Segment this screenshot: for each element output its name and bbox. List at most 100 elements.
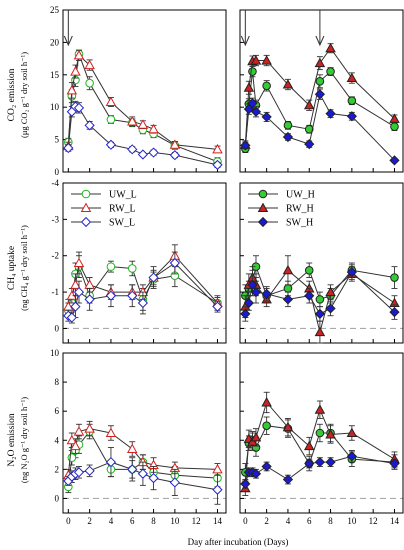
x-tick-label: 0	[66, 516, 71, 526]
data-point	[126, 443, 138, 454]
data-point	[126, 116, 138, 126]
data-point	[282, 474, 294, 485]
data-point	[250, 286, 262, 298]
data-point	[73, 49, 85, 60]
data-point	[325, 303, 336, 314]
data-point	[304, 124, 314, 134]
data-point	[325, 108, 336, 119]
data-point	[250, 431, 262, 442]
panel-n2o-high-water: 0 2 4 6 8 10 12 14	[239, 352, 404, 526]
data-point	[389, 458, 400, 469]
legend-low-water: UW_L RW_L SW_L	[71, 190, 137, 229]
data-point	[315, 76, 325, 86]
data-point	[84, 294, 95, 305]
series-sw_l	[63, 100, 223, 170]
y-tick-label: 2	[55, 464, 60, 474]
ylabel-ch4-line2: (ng CH₄ g⁻¹ dry soil h⁻¹)	[19, 225, 29, 311]
data-point	[127, 144, 138, 155]
y-tick-label: -1	[52, 287, 60, 297]
panel-ch4-high-water	[239, 182, 404, 344]
legend-marker-uw_l	[81, 189, 91, 199]
series-uw_h	[241, 416, 399, 482]
data-point	[212, 463, 223, 474]
data-point	[127, 290, 138, 301]
data-point	[283, 284, 293, 293]
data-point	[250, 106, 262, 117]
legend-label-rw_l: RW_L	[109, 204, 136, 215]
x-tick-label: 4	[109, 516, 114, 526]
data-point	[346, 72, 358, 83]
series-rw_h	[240, 391, 400, 496]
panel-frame	[62, 352, 227, 514]
data-point	[315, 295, 325, 304]
data-point	[169, 257, 180, 269]
data-point	[148, 472, 159, 484]
data-point	[261, 397, 272, 407]
data-point	[85, 78, 94, 88]
data-point	[346, 266, 357, 278]
x-tick-label: 4	[286, 516, 291, 526]
x-tick-label: 8	[151, 516, 156, 526]
y-tick-label: 6	[55, 406, 60, 416]
y-tick-label: 0	[55, 493, 60, 503]
ylabel-co2-line2: (μg CO₂ g⁻¹ dry soil h⁻¹)	[19, 52, 29, 138]
data-point	[137, 149, 149, 160]
data-point	[84, 120, 95, 131]
legend-label-sw_l: SW_L	[109, 218, 135, 229]
data-point	[347, 96, 357, 106]
data-point	[127, 464, 138, 475]
data-point	[304, 265, 314, 275]
data-point	[137, 468, 149, 479]
ylabel-n2o-line2: (ng N₂O g⁻¹ dry soil h⁻¹)	[19, 397, 29, 483]
series-sw_h	[240, 264, 400, 322]
series-sw_h	[240, 88, 400, 166]
y-tick-label: -3	[52, 214, 60, 224]
data-point	[261, 55, 272, 65]
ylabel-ch4-line1: CH₄ uptake	[7, 246, 17, 290]
data-point	[314, 57, 326, 68]
data-point	[304, 139, 315, 150]
data-point	[148, 272, 159, 283]
data-point	[106, 262, 116, 271]
data-point	[105, 139, 117, 150]
data-point	[262, 421, 271, 431]
data-point	[247, 98, 258, 109]
data-point	[282, 421, 294, 432]
x-tick-label: 10	[170, 516, 180, 526]
data-point	[314, 326, 326, 337]
panel-frame	[62, 182, 227, 344]
y-tick-label: -4	[52, 178, 60, 188]
data-point	[325, 42, 336, 53]
series-line	[244, 92, 395, 161]
data-point	[262, 81, 271, 91]
data-point	[250, 55, 262, 65]
legend-marker-sw_h	[257, 216, 269, 228]
y-tick-label: 25	[50, 5, 60, 15]
legend-marker-sw_l	[80, 216, 92, 228]
data-point	[148, 123, 159, 134]
data-point	[66, 312, 77, 323]
panel-co2-low-water: 0 5 10 15 20 25	[50, 5, 227, 177]
watering-arrow-head	[240, 35, 250, 47]
series-rw_h	[240, 42, 400, 150]
ylabel-co2-line1: CO₂ emission	[7, 68, 17, 121]
data-point	[282, 264, 294, 275]
data-point	[73, 286, 85, 298]
data-point	[70, 66, 81, 76]
panel-co2-high-water	[239, 9, 404, 173]
x-tick-label: 0	[243, 516, 248, 526]
data-point	[73, 257, 85, 268]
y-tick-label: 20	[50, 37, 60, 47]
data-point	[84, 465, 95, 476]
y-tick-label: 4	[55, 435, 60, 445]
data-point	[105, 456, 117, 468]
data-point	[261, 111, 272, 123]
data-point	[389, 113, 400, 123]
data-point	[212, 301, 223, 312]
data-point	[240, 140, 251, 151]
data-point	[84, 423, 95, 433]
data-point	[137, 119, 149, 129]
x-tick-label: 12	[369, 516, 378, 526]
data-point	[84, 59, 95, 70]
